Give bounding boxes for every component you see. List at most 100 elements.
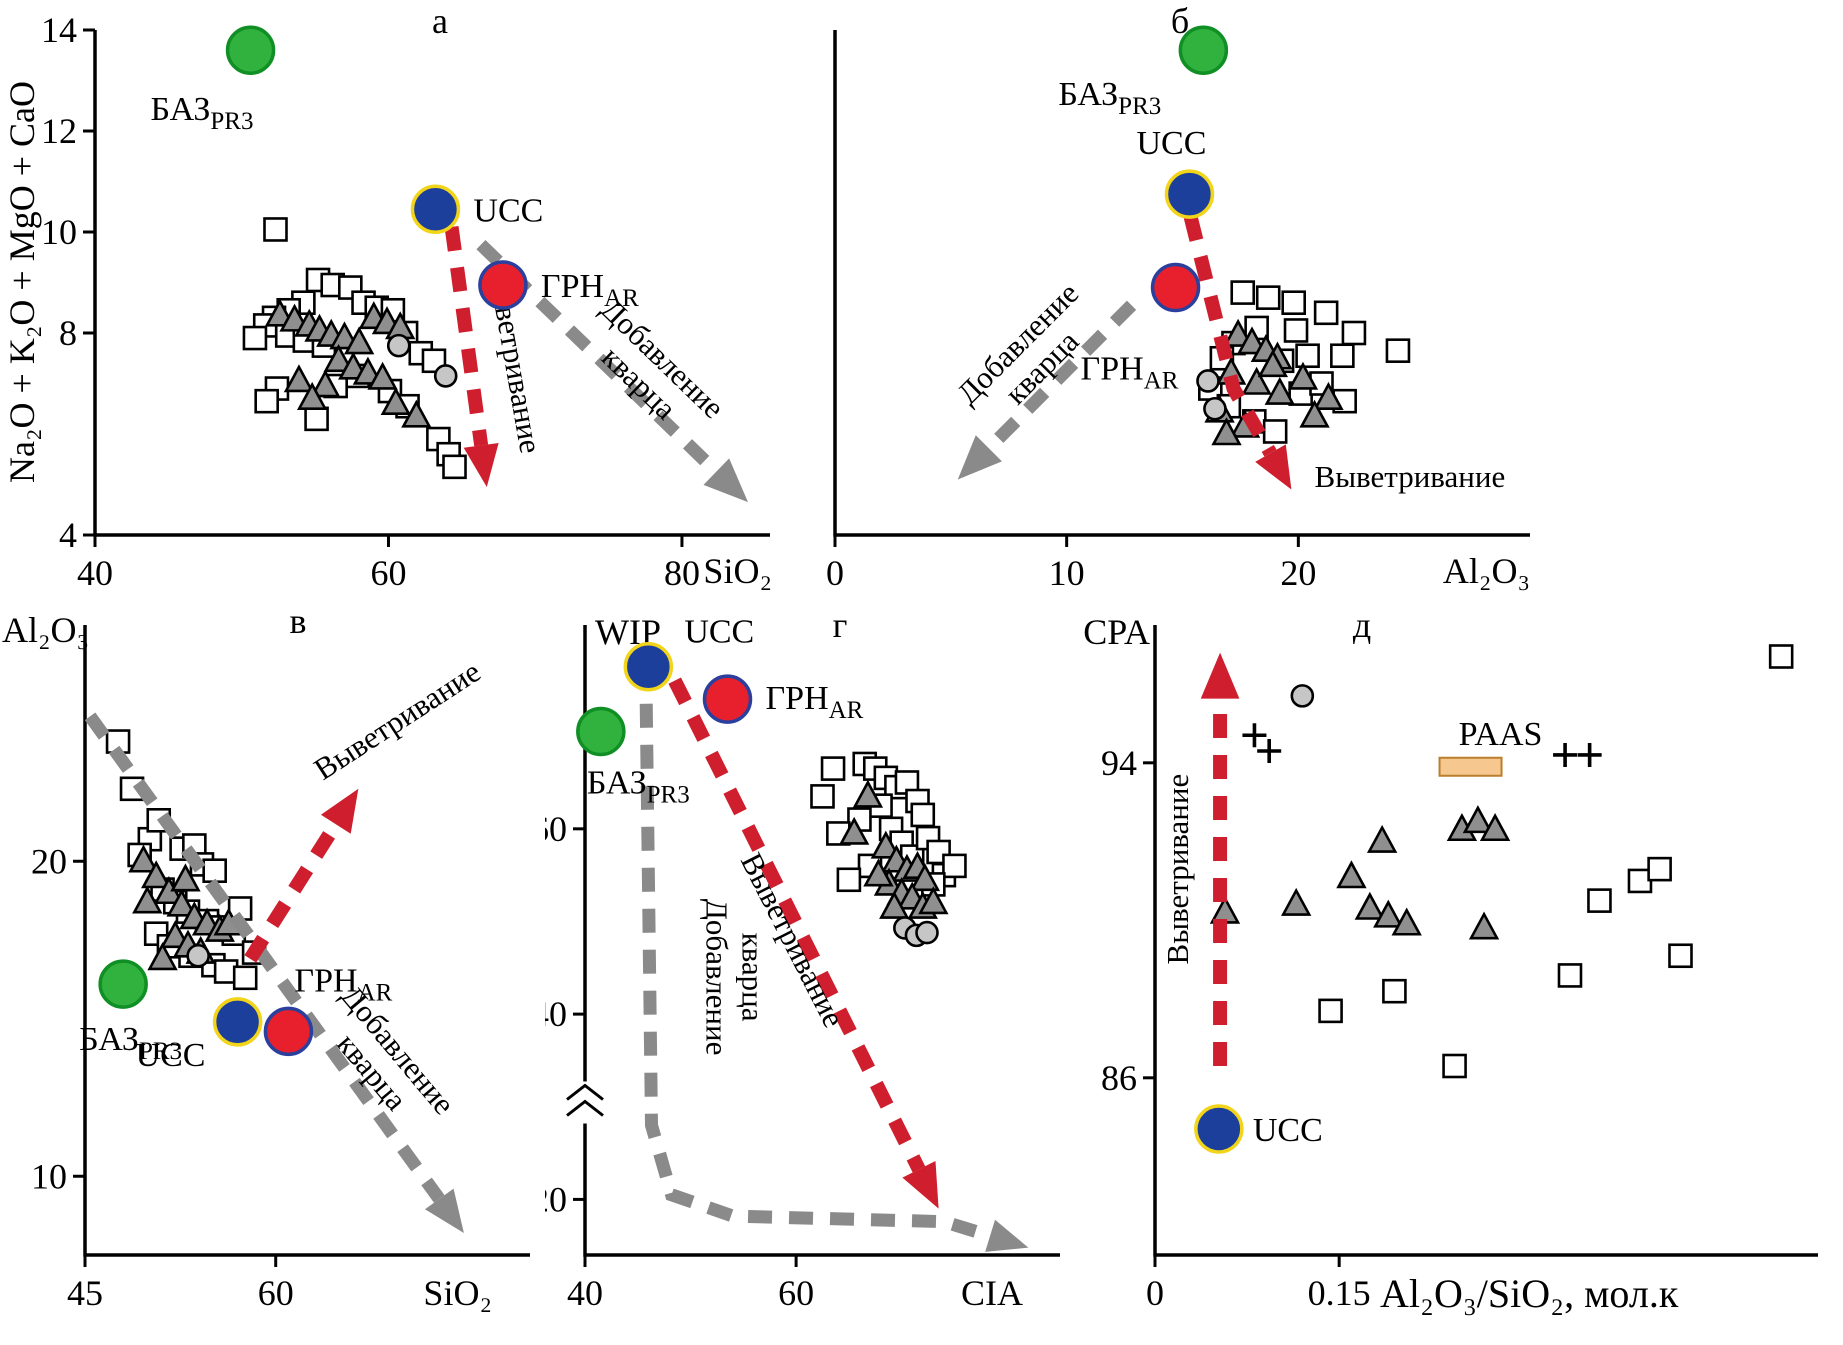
data-point-triangle: [283, 364, 315, 393]
x-axis-label: SiO₂: [423, 1273, 492, 1313]
arrow-label: Выветривание: [1160, 774, 1195, 965]
data-point-triangle: [909, 863, 941, 892]
data-point-square: [202, 858, 227, 884]
data-point-triangle: [918, 886, 949, 915]
arrow-label: Добавлениекварца: [571, 291, 732, 449]
data-point-triangle: [1281, 887, 1312, 916]
y-tick-label: 10: [41, 212, 77, 252]
tspan: ГРН: [766, 680, 829, 717]
data-point-square: [1330, 343, 1355, 369]
panel-letter-g: г: [832, 605, 848, 645]
data-point-square: [1255, 285, 1281, 310]
data-point-square: [942, 853, 967, 879]
data-point-triangle: [1479, 813, 1511, 842]
reference-label: ГРНAR: [1081, 351, 1179, 395]
x-tick-label: 60: [778, 1273, 814, 1313]
reference-label: БАЗPR3: [79, 1021, 182, 1065]
panel-g-plot: 4060204060CIAWIPДобавлениекварцаВыветрив…: [545, 612, 1060, 1313]
data-point-triangle: [147, 942, 178, 971]
tspan: UCC: [684, 614, 754, 651]
panel-v-plot: 45 601020SiO₂Al₂O₃ДобавлениекварцаВыветри…: [2, 610, 530, 1313]
reference-point-green: [98, 959, 148, 1009]
x-tick-label: 40: [77, 553, 113, 593]
data-point-triangle: [401, 399, 432, 428]
data-point-triangle: [1391, 907, 1422, 936]
data-point-triangle: [1257, 349, 1289, 378]
data-point-square: [232, 965, 258, 991]
reference-point-blue: [623, 641, 674, 692]
data-point-triangle: [1236, 326, 1268, 355]
arrow-red-dashed: [444, 226, 489, 447]
arrow-head: [902, 1161, 939, 1209]
data-point-square: [1281, 290, 1307, 316]
y-tick-label: 60: [545, 809, 567, 849]
y-tick-label: 86: [1101, 1058, 1137, 1098]
data-point-triangle: [879, 890, 910, 919]
data-point-triangle: [1373, 899, 1404, 928]
tspan: UCC: [473, 192, 543, 229]
arrow-gray-dashed: [84, 712, 445, 1203]
x-axis-label: Al₂O₃: [1443, 551, 1530, 591]
reference-point-red: [478, 260, 528, 310]
y-tick-label: 8: [59, 313, 77, 353]
arrow-label: Добавлениекварца: [699, 899, 770, 1056]
tspan: AR: [604, 285, 639, 312]
data-point-triangle: [1222, 318, 1254, 347]
panel-letter-v: в: [289, 601, 307, 641]
data-point-square: [1768, 644, 1794, 669]
reference-label: UCC: [136, 1037, 206, 1074]
data-point-circle: [1290, 684, 1315, 708]
arrow-label: Выветривание: [308, 654, 487, 787]
data-point-square: [1382, 978, 1407, 1004]
arrow-head: [957, 435, 1002, 480]
panel-b-plot: 0 10 20 Al₂O₃ДобавлениекварцаВыветриваниеБА…: [826, 25, 1530, 593]
reference-point-green: [1178, 25, 1229, 75]
data-point-triangle: [141, 860, 172, 889]
data-point-square: [1587, 888, 1612, 913]
data-point-triangle: [128, 844, 159, 873]
arrow-head: [1255, 444, 1292, 490]
data-point-triangle: [1211, 417, 1242, 446]
data-point-triangle: [1313, 381, 1344, 410]
data-point-triangle: [380, 386, 411, 416]
tspan: PR3: [210, 108, 253, 135]
data-point-square: [1442, 1053, 1467, 1079]
arrow-head: [985, 1219, 1029, 1252]
arrow-red-dashed: [668, 677, 926, 1173]
data-point-triangle: [1264, 376, 1295, 405]
data-point-triangle: [852, 779, 884, 808]
x-axis-label: CIA: [961, 1273, 1023, 1313]
reference-point-blue: [212, 997, 263, 1047]
tspan: UCC: [1253, 1112, 1323, 1149]
data-point-cross: [1257, 739, 1282, 763]
data-point-triangle: [1462, 805, 1494, 834]
tspan: Выветривание: [1160, 774, 1195, 965]
reference-label: ГРНAR: [541, 268, 639, 312]
paas-label: PAAS: [1459, 716, 1543, 753]
data-point-circle: [433, 364, 458, 388]
x-tick-label: 60: [370, 553, 406, 593]
arrow-gray-dashed: [639, 703, 993, 1243]
data-point-triangle: [1241, 366, 1272, 395]
x-tick-label: 40: [567, 1273, 603, 1313]
data-point-square: [810, 784, 835, 809]
data-point-triangle: [1336, 860, 1367, 889]
tspan: БАЗ: [587, 765, 647, 802]
y-tick-label: 12: [41, 111, 77, 151]
y-tick-label: 20: [31, 841, 67, 881]
data-point-triangle: [1299, 399, 1330, 428]
y-tick-label: 4: [59, 515, 77, 555]
y-tick-label: 40: [545, 994, 567, 1034]
panel-letter-b: б: [1170, 1, 1190, 41]
arrow-head: [703, 458, 748, 503]
reference-point-blue: [1164, 169, 1215, 219]
data-point-triangle: [838, 816, 870, 845]
tspan: PR3: [139, 1038, 182, 1065]
data-point-triangle: [160, 920, 191, 949]
y-tick-label: 14: [41, 10, 77, 50]
tspan: PR3: [1118, 93, 1161, 120]
data-point-circle: [915, 920, 939, 945]
x-axis-label: Al₂O₃/SiO₂, мол.к: [1380, 1271, 1679, 1316]
x-axis-label: SiO₂: [703, 551, 772, 591]
x-tick-label: 10: [1049, 553, 1085, 593]
